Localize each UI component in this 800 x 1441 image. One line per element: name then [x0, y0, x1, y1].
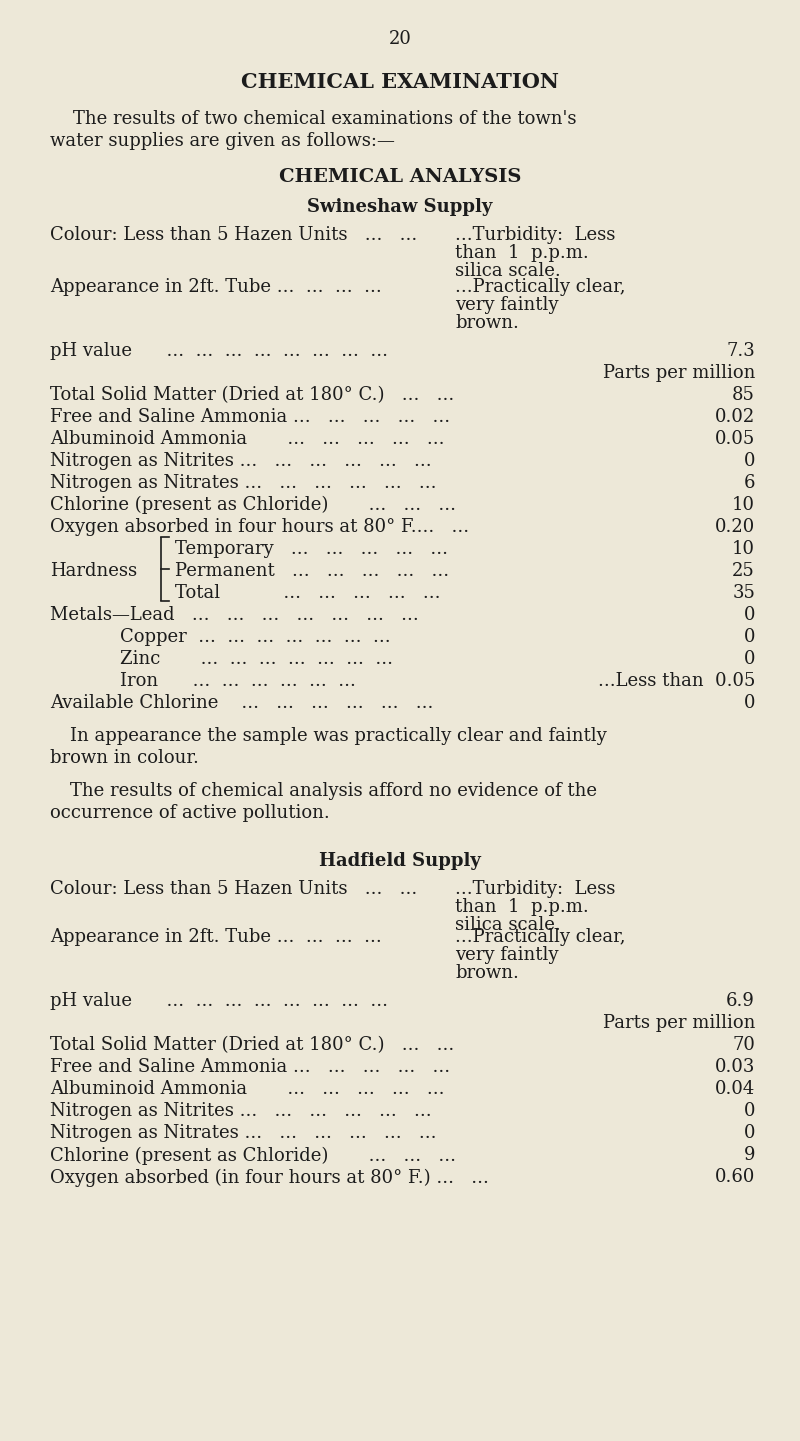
Text: 0: 0 [743, 607, 755, 624]
Text: 0.04: 0.04 [714, 1081, 755, 1098]
Text: 10: 10 [732, 496, 755, 514]
Text: Oxygen absorbed in four hours at 80° F....   ...: Oxygen absorbed in four hours at 80° F..… [50, 517, 469, 536]
Text: Total Solid Matter (Dried at 180° C.)   ...   ...: Total Solid Matter (Dried at 180° C.) ..… [50, 1036, 454, 1055]
Text: Parts per million: Parts per million [602, 1014, 755, 1032]
Text: 0.03: 0.03 [714, 1058, 755, 1076]
Text: 6: 6 [743, 474, 755, 491]
Text: Zinc       ...  ...  ...  ...  ...  ...  ...: Zinc ... ... ... ... ... ... ... [120, 650, 393, 669]
Text: Albuminoid Ammonia       ...   ...   ...   ...   ...: Albuminoid Ammonia ... ... ... ... ... [50, 1081, 445, 1098]
Text: CHEMICAL ANALYSIS: CHEMICAL ANALYSIS [279, 169, 521, 186]
Text: 9: 9 [743, 1147, 755, 1164]
Text: ...Less than  0.05: ...Less than 0.05 [598, 672, 755, 690]
Text: Colour: Less than 5 Hazen Units   ...   ...: Colour: Less than 5 Hazen Units ... ... [50, 226, 418, 244]
Text: ...Turbidity:  Less: ...Turbidity: Less [455, 880, 615, 898]
Text: Metals—Lead   ...   ...   ...   ...   ...   ...   ...: Metals—Lead ... ... ... ... ... ... ... [50, 607, 418, 624]
Text: pH value      ...  ...  ...  ...  ...  ...  ...  ...: pH value ... ... ... ... ... ... ... ... [50, 993, 388, 1010]
Text: Nitrogen as Nitrates ...   ...   ...   ...   ...   ...: Nitrogen as Nitrates ... ... ... ... ...… [50, 1124, 437, 1143]
Text: 70: 70 [732, 1036, 755, 1055]
Text: 6.9: 6.9 [726, 993, 755, 1010]
Text: Nitrogen as Nitrates ...   ...   ...   ...   ...   ...: Nitrogen as Nitrates ... ... ... ... ...… [50, 474, 437, 491]
Text: Total Solid Matter (Dried at 180° C.)   ...   ...: Total Solid Matter (Dried at 180° C.) ..… [50, 386, 454, 403]
Text: 0.60: 0.60 [714, 1169, 755, 1186]
Text: Swineshaw Supply: Swineshaw Supply [307, 197, 493, 216]
Text: 10: 10 [732, 540, 755, 558]
Text: 85: 85 [732, 386, 755, 403]
Text: Permanent   ...   ...   ...   ...   ...: Permanent ... ... ... ... ... [175, 562, 449, 579]
Text: very faintly: very faintly [455, 295, 558, 314]
Text: brown.: brown. [455, 314, 519, 331]
Text: 0: 0 [743, 1102, 755, 1121]
Text: The results of two chemical examinations of the town's: The results of two chemical examinations… [50, 110, 577, 128]
Text: In appearance the sample was practically clear and faintly: In appearance the sample was practically… [70, 728, 606, 745]
Text: ...Turbidity:  Less: ...Turbidity: Less [455, 226, 615, 244]
Text: 0: 0 [743, 695, 755, 712]
Text: Appearance in 2ft. Tube ...  ...  ...  ...: Appearance in 2ft. Tube ... ... ... ... [50, 278, 382, 295]
Text: Iron      ...  ...  ...  ...  ...  ...: Iron ... ... ... ... ... ... [120, 672, 356, 690]
Text: brown.: brown. [455, 964, 519, 983]
Text: very faintly: very faintly [455, 947, 558, 964]
Text: Hardness: Hardness [50, 562, 137, 579]
Text: Oxygen absorbed (in four hours at 80° F.) ...   ...: Oxygen absorbed (in four hours at 80° F.… [50, 1169, 489, 1186]
Text: Total           ...   ...   ...   ...   ...: Total ... ... ... ... ... [175, 584, 441, 602]
Text: Temporary   ...   ...   ...   ...   ...: Temporary ... ... ... ... ... [175, 540, 448, 558]
Text: Chlorine (present as Chloride)       ...   ...   ...: Chlorine (present as Chloride) ... ... .… [50, 496, 456, 514]
Text: CHEMICAL EXAMINATION: CHEMICAL EXAMINATION [241, 72, 559, 92]
Text: Colour: Less than 5 Hazen Units   ...   ...: Colour: Less than 5 Hazen Units ... ... [50, 880, 418, 898]
Text: Free and Saline Ammonia ...   ...   ...   ...   ...: Free and Saline Ammonia ... ... ... ... … [50, 1058, 450, 1076]
Text: 0: 0 [743, 452, 755, 470]
Text: than  1  p.p.m.: than 1 p.p.m. [455, 898, 589, 916]
Text: Appearance in 2ft. Tube ...  ...  ...  ...: Appearance in 2ft. Tube ... ... ... ... [50, 928, 382, 947]
Text: Nitrogen as Nitrites ...   ...   ...   ...   ...   ...: Nitrogen as Nitrites ... ... ... ... ...… [50, 452, 432, 470]
Text: occurrence of active pollution.: occurrence of active pollution. [50, 804, 330, 821]
Text: 0: 0 [743, 650, 755, 669]
Text: brown in colour.: brown in colour. [50, 749, 199, 767]
Text: silica scale.: silica scale. [455, 916, 561, 934]
Text: 0.20: 0.20 [714, 517, 755, 536]
Text: 0.05: 0.05 [714, 429, 755, 448]
Text: 20: 20 [389, 30, 411, 48]
Text: Chlorine (present as Chloride)       ...   ...   ...: Chlorine (present as Chloride) ... ... .… [50, 1147, 456, 1164]
Text: Copper  ...  ...  ...  ...  ...  ...  ...: Copper ... ... ... ... ... ... ... [120, 628, 390, 646]
Text: than  1  p.p.m.: than 1 p.p.m. [455, 244, 589, 262]
Text: Hadfield Supply: Hadfield Supply [319, 853, 481, 870]
Text: 0: 0 [743, 1124, 755, 1143]
Text: 0.02: 0.02 [714, 408, 755, 427]
Text: Albuminoid Ammonia       ...   ...   ...   ...   ...: Albuminoid Ammonia ... ... ... ... ... [50, 429, 445, 448]
Text: pH value      ...  ...  ...  ...  ...  ...  ...  ...: pH value ... ... ... ... ... ... ... ... [50, 342, 388, 360]
Text: ...Practically clear,: ...Practically clear, [455, 278, 626, 295]
Text: Available Chlorine    ...   ...   ...   ...   ...   ...: Available Chlorine ... ... ... ... ... .… [50, 695, 434, 712]
Text: Parts per million: Parts per million [602, 365, 755, 382]
Text: 25: 25 [732, 562, 755, 579]
Text: 35: 35 [732, 584, 755, 602]
Text: silica scale.: silica scale. [455, 262, 561, 280]
Text: Nitrogen as Nitrites ...   ...   ...   ...   ...   ...: Nitrogen as Nitrites ... ... ... ... ...… [50, 1102, 432, 1121]
Text: Free and Saline Ammonia ...   ...   ...   ...   ...: Free and Saline Ammonia ... ... ... ... … [50, 408, 450, 427]
Text: 0: 0 [743, 628, 755, 646]
Text: water supplies are given as follows:—: water supplies are given as follows:— [50, 133, 395, 150]
Text: The results of chemical analysis afford no evidence of the: The results of chemical analysis afford … [70, 782, 597, 800]
Text: ...Practically clear,: ...Practically clear, [455, 928, 626, 947]
Text: 7.3: 7.3 [726, 342, 755, 360]
